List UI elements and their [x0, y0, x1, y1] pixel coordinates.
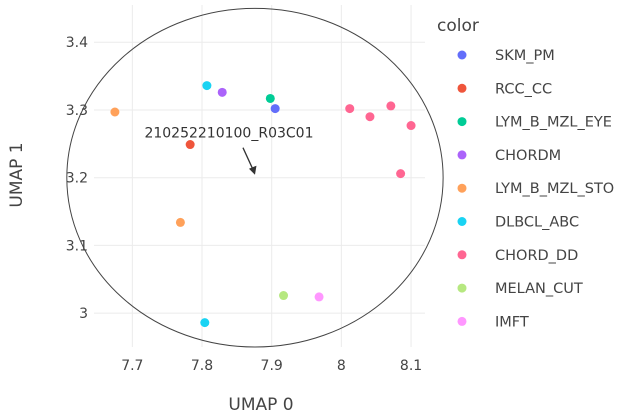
y-axis-ticks: 3 3.1 3.2 3.3 3.4 — [66, 35, 88, 322]
legend-item-label: LYM_B_MZL_STO — [495, 181, 614, 197]
data-point — [217, 87, 227, 97]
x-tick-label: 7.7 — [121, 358, 143, 374]
legend-item-label: CHORD_DD — [495, 248, 578, 264]
legend-items: SKM_PM RCC_CC LYM_B_MZL_EYE CHORDM LYM_B_MZL… — [457, 48, 614, 330]
data-point — [265, 93, 275, 103]
legend-item-label: CHORDM — [495, 148, 561, 164]
legend-marker — [457, 183, 467, 193]
legend-marker — [457, 283, 467, 293]
data-point — [110, 107, 120, 117]
annotation: 210252210100_R03C01 — [144, 126, 313, 175]
data-point — [406, 121, 416, 131]
grid-lines — [94, 5, 425, 347]
legend-item-label: LYM_B_MZL_EYE — [495, 115, 612, 131]
data-point — [314, 292, 324, 302]
data-point — [345, 104, 355, 114]
data-point — [279, 291, 289, 301]
data-point — [175, 217, 185, 227]
y-tick-label: 3.3 — [66, 103, 88, 119]
annotation-label: 210252210100_R03C01 — [144, 126, 313, 142]
x-tick-label: 7.9 — [261, 358, 283, 374]
data-point — [202, 81, 212, 91]
legend-item-label: IMFT — [495, 314, 529, 330]
data-point — [185, 140, 195, 150]
legend-item-label: DLBCL_ABC — [495, 215, 579, 231]
legend: color SKM_PM RCC_CC LYM_B_MZL_EYE CHORDM LYM… — [437, 16, 614, 330]
legend-item-label: MELAN_CUT — [495, 281, 583, 297]
data-point — [200, 318, 210, 328]
y-tick-label: 3.1 — [66, 238, 88, 254]
plot-background — [94, 5, 425, 347]
legend-item-label: RCC_CC — [495, 81, 552, 97]
legend-marker — [457, 150, 467, 160]
y-tick-label: 3.4 — [66, 35, 88, 51]
legend-marker — [457, 50, 467, 60]
legend-marker — [457, 83, 467, 93]
data-point — [396, 169, 406, 179]
legend-item-label: SKM_PM — [495, 48, 555, 64]
data-points — [110, 81, 416, 328]
legend-title: color — [437, 16, 479, 36]
x-tick-label: 8 — [337, 358, 346, 374]
x-tick-label: 8.1 — [400, 358, 422, 374]
legend-marker — [457, 117, 467, 127]
y-tick-label: 3 — [79, 306, 88, 322]
legend-marker — [457, 316, 467, 326]
legend-marker — [457, 250, 467, 260]
data-point — [386, 101, 396, 111]
plot-area: 210252210100_R03C01 — [66, 5, 444, 348]
data-point — [365, 112, 375, 122]
data-point — [270, 104, 280, 114]
x-tick-label: 7.8 — [191, 358, 213, 374]
legend-marker — [457, 217, 467, 226]
x-axis-ticks: 7.7 7.8 7.9 8 8.1 — [121, 358, 422, 374]
annotation-arrow-head — [248, 165, 257, 175]
x-axis-title: UMAP 0 — [228, 395, 293, 415]
y-axis-title: UMAP 1 — [7, 142, 27, 207]
highlight-circle — [66, 7, 444, 348]
y-tick-label: 3.2 — [66, 171, 88, 187]
